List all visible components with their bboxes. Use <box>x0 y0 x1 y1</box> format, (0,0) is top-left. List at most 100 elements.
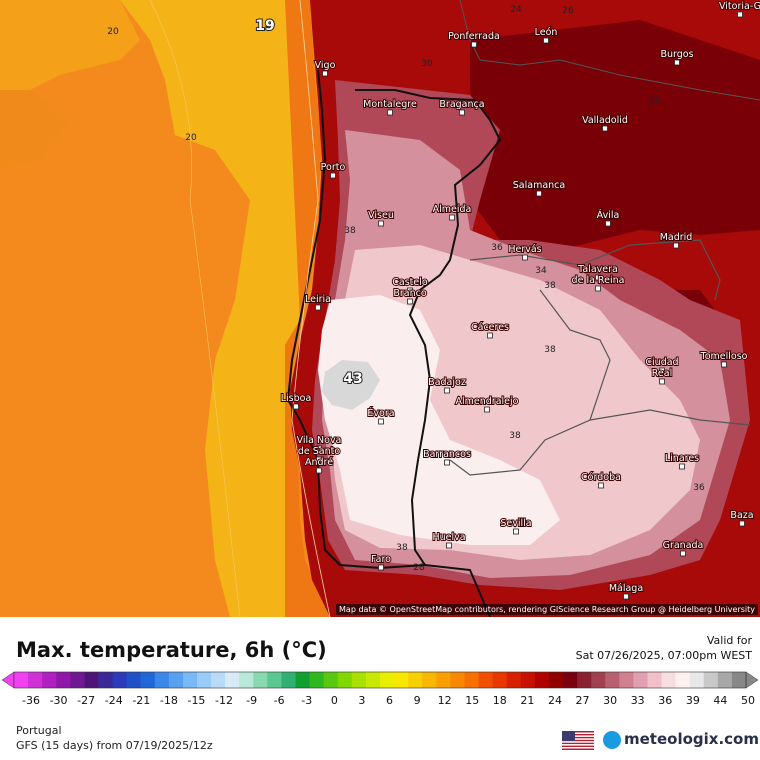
city-label: Vila Nova <box>297 435 342 446</box>
city-marker <box>449 214 455 221</box>
legend-color-cell <box>577 672 592 688</box>
temperature-map-svg: 19 20 20 24 26 30 30 38 36 34 38 38 43 38 36 38 28 Ponfe… <box>0 0 760 617</box>
city-marker <box>471 41 477 48</box>
legend-tick-label: 24 <box>547 694 562 707</box>
isoline-label: 43 <box>343 371 362 387</box>
legend-tick-label: 0 <box>330 694 338 707</box>
legend-color-cell <box>661 672 677 688</box>
border-portugal-spain <box>355 89 502 566</box>
isoline-labels: 19 20 20 24 26 30 30 38 36 34 38 38 43 38 36 38 28 <box>107 5 705 573</box>
city-label: Leiria <box>305 294 331 305</box>
region-border-3 <box>589 409 751 426</box>
legend-color-cell <box>605 672 620 688</box>
legend-color-cell <box>394 672 409 688</box>
city-label: Burgos <box>660 49 693 60</box>
legend-color-cell <box>647 672 663 688</box>
legend-color-cell <box>253 672 268 688</box>
region-border-1 <box>469 239 721 301</box>
legend-color-cell <box>351 672 367 688</box>
legend-tick-label: 27 <box>575 694 590 707</box>
chart-title: Max. temperature, 6h (°C) <box>16 638 327 662</box>
city-label: Ponferrada <box>448 31 500 42</box>
city-marker <box>444 459 450 466</box>
legend-tick-label: 9 <box>413 694 421 707</box>
us-flag-icon[interactable] <box>562 731 594 750</box>
legend-color-cell <box>267 672 282 688</box>
valid-for-label: Valid for <box>706 634 752 647</box>
city-marker <box>513 528 519 535</box>
city-label: León <box>535 27 558 38</box>
ocean-yellow-plume <box>120 0 300 617</box>
city-marker <box>595 274 601 281</box>
city-label: Huelva <box>432 532 465 543</box>
city-marker <box>446 542 452 549</box>
city-label: Almeida <box>433 204 472 215</box>
legend-color-cell <box>140 672 156 688</box>
legend-color-cell <box>408 672 423 688</box>
legend-tick-label: 50 <box>741 694 755 707</box>
city-marker <box>487 332 493 339</box>
city-label: Real <box>652 368 672 379</box>
legend-color-cell <box>14 672 29 688</box>
legend-color-cell <box>337 672 353 688</box>
legend-tick-label: 39 <box>685 694 700 707</box>
legend-color-cell <box>478 672 494 688</box>
legend-tick-label: -24 <box>104 694 123 707</box>
city-marker <box>444 387 450 394</box>
city-label: Vigo <box>315 60 336 71</box>
city-marker <box>543 37 549 44</box>
legend-tick-label: 12 <box>437 694 452 707</box>
city-label: de la Reina <box>572 275 625 286</box>
legend-color-cell <box>633 672 648 688</box>
legend-tick-label: 30 <box>603 694 618 707</box>
legend-color-cell <box>154 672 170 688</box>
city-label: Córdoba <box>581 472 621 483</box>
legend-color-cell <box>506 672 522 688</box>
coastal-strip <box>285 0 330 617</box>
legend-tick-label: -21 <box>132 694 151 707</box>
legend-tick-label: -18 <box>159 694 178 707</box>
legend-tick-label: 6 <box>386 694 393 707</box>
isoline-label: 30 <box>421 59 433 69</box>
city-marker <box>387 109 393 116</box>
legend-tick-label: -6 <box>273 694 285 707</box>
city-label: Cáceres <box>471 322 509 333</box>
legend-color-cell <box>520 672 536 688</box>
city-marker <box>721 361 727 368</box>
city-label: André <box>305 457 333 468</box>
city-label: Ciudad <box>645 357 678 368</box>
legend-color-cell <box>675 672 691 688</box>
legend-tick-label: -36 <box>22 694 40 707</box>
legend-cells <box>2 671 758 689</box>
legend-color-cell <box>492 672 508 688</box>
city-label: Baza <box>730 510 753 521</box>
legend-arrow-low <box>2 671 15 689</box>
weather-map[interactable]: 19 20 20 24 26 30 30 38 36 34 38 38 43 38 36 38 28 Ponfe… <box>0 0 760 617</box>
color-scale-legend <box>2 671 758 689</box>
city-label: Montalegre <box>363 99 417 110</box>
city-label: Tomelloso <box>700 351 748 362</box>
legend-color-cell <box>717 672 733 688</box>
coastline <box>286 69 491 617</box>
legend-color-cell <box>464 672 480 688</box>
city-marker <box>605 220 611 227</box>
legend-color-cell <box>281 672 297 688</box>
legend-color-cell <box>703 672 719 688</box>
city-marker <box>322 70 328 77</box>
city-marker <box>659 378 665 385</box>
legend-color-cell <box>534 672 550 688</box>
city-marker <box>316 456 322 463</box>
legend-tick-label: -30 <box>49 694 68 707</box>
isoline-label: 19 <box>255 18 274 34</box>
legend-color-cell <box>309 672 325 688</box>
legend-tick-label: 3 <box>358 694 366 707</box>
city-marker <box>602 125 608 132</box>
city-marker <box>623 593 629 600</box>
city-marker <box>459 109 465 116</box>
brand-name[interactable]: meteologix.com <box>624 730 759 748</box>
land-grey-43 <box>322 360 380 410</box>
legend-color-cell <box>28 672 43 688</box>
model-run: GFS (15 days) from 07/19/2025/12z <box>16 739 213 752</box>
city-marker <box>680 550 686 557</box>
legend-color-cell <box>56 672 71 688</box>
